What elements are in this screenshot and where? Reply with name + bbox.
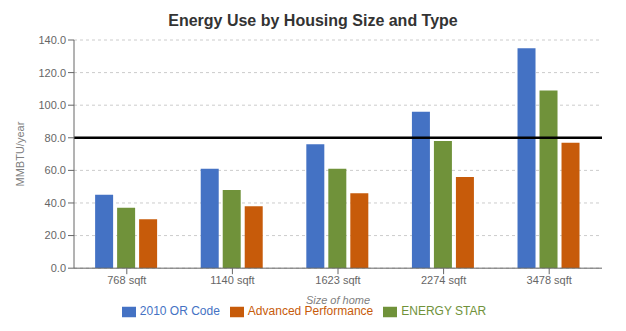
svg-text:40.0: 40.0: [45, 197, 66, 209]
svg-text:768 sqft: 768 sqft: [107, 274, 146, 286]
svg-text:140.0: 140.0: [38, 34, 66, 46]
svg-text:3478 sqft: 3478 sqft: [527, 274, 572, 286]
html-text:Energy Use by Housing Size and: Energy Use by Housing Size and Type: [168, 12, 458, 29]
svg-text:100.0: 100.0: [38, 99, 66, 111]
html-text:Advanced Performance: Advanced Performance: [247, 304, 374, 319]
svg-text:20.0: 20.0: [45, 229, 66, 241]
svg-text:80.0: 80.0: [45, 132, 66, 144]
svg-text:MMBTU/year: MMBTU/year: [14, 121, 26, 186]
svg-text:0.0: 0.0: [51, 262, 66, 274]
svg-text:2274 sqft: 2274 sqft: [421, 274, 466, 286]
html-text:2010 OR Code: 2010 OR Code: [139, 304, 220, 319]
svg-text:1623 sqft: 1623 sqft: [315, 274, 360, 286]
html-text:ENERGY STAR: ENERGY STAR: [401, 304, 487, 319]
svg-text:1140 sqft: 1140 sqft: [210, 274, 254, 286]
svg-text:60.0: 60.0: [45, 164, 66, 176]
svg-text:Size of home: Size of home: [306, 294, 370, 306]
svg-text:120.0: 120.0: [38, 67, 66, 79]
